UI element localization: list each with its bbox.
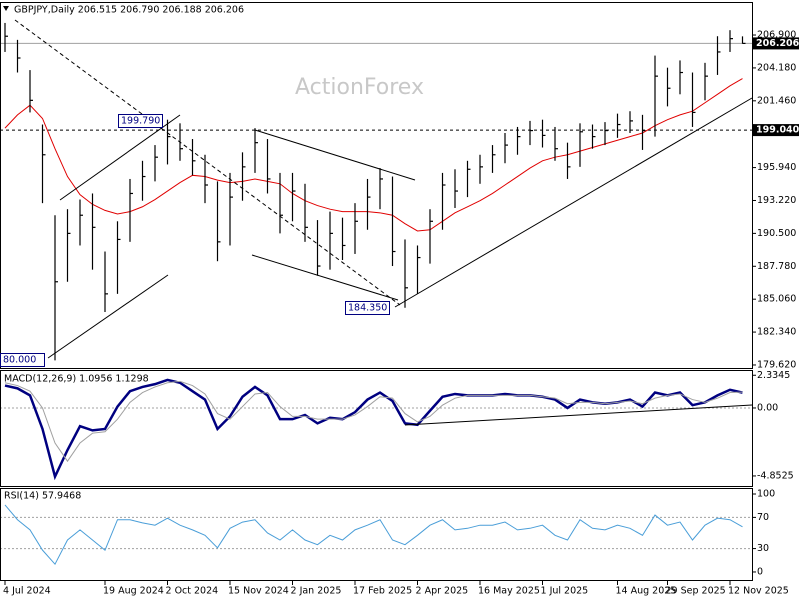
price-label-box	[753, 124, 799, 137]
x-tick-label: 1 Jul 2025	[541, 586, 589, 597]
x-tick-label: 15 Nov 2024	[228, 586, 289, 597]
macd-trend-line	[404, 404, 753, 426]
price-label: 199.040	[756, 125, 800, 136]
y-tick-label: 190.500	[757, 228, 796, 239]
y-tick-label: 185.060	[757, 294, 796, 305]
y-tick-label: 100	[757, 489, 775, 500]
price-label: 206.206	[756, 38, 800, 49]
y-tick-label: 182.340	[757, 327, 796, 338]
symbol-icon	[3, 6, 9, 11]
x-tick-label: 2 Jan 2025	[291, 586, 342, 597]
main-frame	[0, 2, 753, 369]
price-label-box	[753, 37, 799, 50]
annotation-box	[345, 301, 390, 315]
y-tick-label: 0.00	[757, 402, 778, 413]
trend-line	[59, 114, 181, 201]
annotation: 184.350	[348, 303, 387, 314]
x-tick-label: 17 Feb 2025	[353, 586, 412, 597]
macd-frame	[0, 370, 753, 487]
x-tick-label: 14 Aug 2025	[616, 586, 677, 597]
x-tick-label: 19 Aug 2024	[103, 586, 164, 597]
y-tick-label: 70	[757, 512, 769, 523]
chart-title: GBPJPY,Daily 206.515 206.790 206.188 206…	[14, 5, 244, 16]
indicator-line	[4, 380, 743, 463]
plot-layer	[0, 22, 752, 566]
x-tick-label: 16 May 2025	[478, 586, 540, 597]
moving-average	[4, 78, 743, 232]
watermark: ActionForex	[295, 75, 424, 100]
trend-line	[47, 274, 169, 359]
x-tick-label: 2 Apr 2025	[416, 586, 469, 597]
trend-line	[251, 254, 399, 301]
trend-line	[254, 129, 416, 181]
y-tick-label: 193.220	[757, 195, 796, 206]
trend-line	[14, 19, 401, 306]
annotation: 80.000	[3, 355, 36, 366]
indicator-line	[4, 504, 743, 566]
x-tick-label: 29 Sep 2025	[666, 586, 726, 597]
y-tick-label: 0	[757, 566, 763, 577]
y-tick-label: 206.900	[757, 30, 796, 41]
y-tick-label: -4.8525	[757, 470, 794, 481]
x-tick-label: 12 Nov 2025	[728, 586, 789, 597]
rsi-title: RSI(14) 57.9468	[4, 491, 81, 502]
y-tick-label: 195.940	[757, 162, 796, 173]
trend-line	[394, 97, 753, 308]
annotation-box	[118, 114, 163, 128]
macd-title: MACD(12,26,9) 1.0956 1.1298	[4, 374, 149, 385]
y-tick-label: 2.3345	[757, 370, 790, 381]
y-tick-label: 201.460	[757, 95, 796, 106]
y-tick-label: 204.180	[757, 62, 796, 73]
annotation-box	[0, 353, 45, 367]
x-tick-label: 4 Jul 2024	[3, 586, 51, 597]
y-tick-label: 179.620	[757, 359, 796, 370]
y-tick-label: 30	[757, 543, 769, 554]
annotation: 199.790	[121, 116, 160, 127]
rsi-frame	[0, 488, 753, 581]
y-tick-label: 187.780	[757, 261, 796, 272]
x-tick-label: 2 Oct 2024	[166, 586, 219, 597]
